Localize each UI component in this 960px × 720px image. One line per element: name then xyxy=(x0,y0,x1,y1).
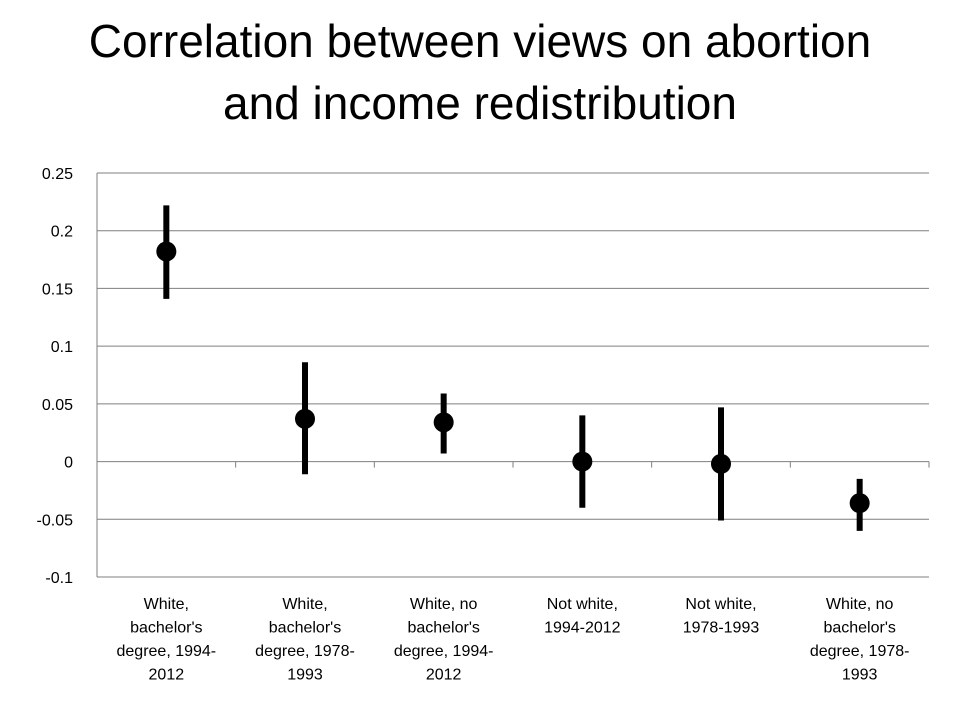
data-point-1 xyxy=(295,408,315,429)
y-tick-label-4: 0.1 xyxy=(51,339,73,356)
y-tick-label-7: 0.25 xyxy=(42,166,73,183)
x-category-label-2: White, no bachelor's degree, 1994-2012 xyxy=(394,596,494,684)
y-tick-label-1: -0.05 xyxy=(37,512,74,529)
data-point-0 xyxy=(156,241,177,262)
data-point-5 xyxy=(849,493,870,514)
y-tick-label-2: 0 xyxy=(64,455,73,472)
data-point-2 xyxy=(433,412,454,433)
chart-title: Correlation between views on abortion an… xyxy=(0,10,960,134)
chart-title-line-1: Correlation between views on abortion xyxy=(88,15,872,67)
data-point-4 xyxy=(711,453,731,474)
y-tick-label-6: 0.2 xyxy=(51,224,73,241)
data-point-3 xyxy=(572,451,593,472)
x-category-label-5: White, no bachelor's degree, 1978-1993 xyxy=(810,596,910,684)
y-tick-label-5: 0.15 xyxy=(42,281,73,298)
y-tick-label-3: 0.05 xyxy=(42,397,73,414)
y-tick-label-0: -0.1 xyxy=(45,570,73,587)
chart-title-line-2: and income redistribution xyxy=(223,77,737,129)
x-category-label-3: Not white, 1994-2012 xyxy=(544,596,621,637)
x-category-label-4: Not white, 1978-1993 xyxy=(683,596,760,637)
x-category-label-1: White, bachelor's degree, 1978-1993 xyxy=(255,596,355,684)
x-category-label-0: White, bachelor's degree, 1994-2012 xyxy=(117,596,217,684)
